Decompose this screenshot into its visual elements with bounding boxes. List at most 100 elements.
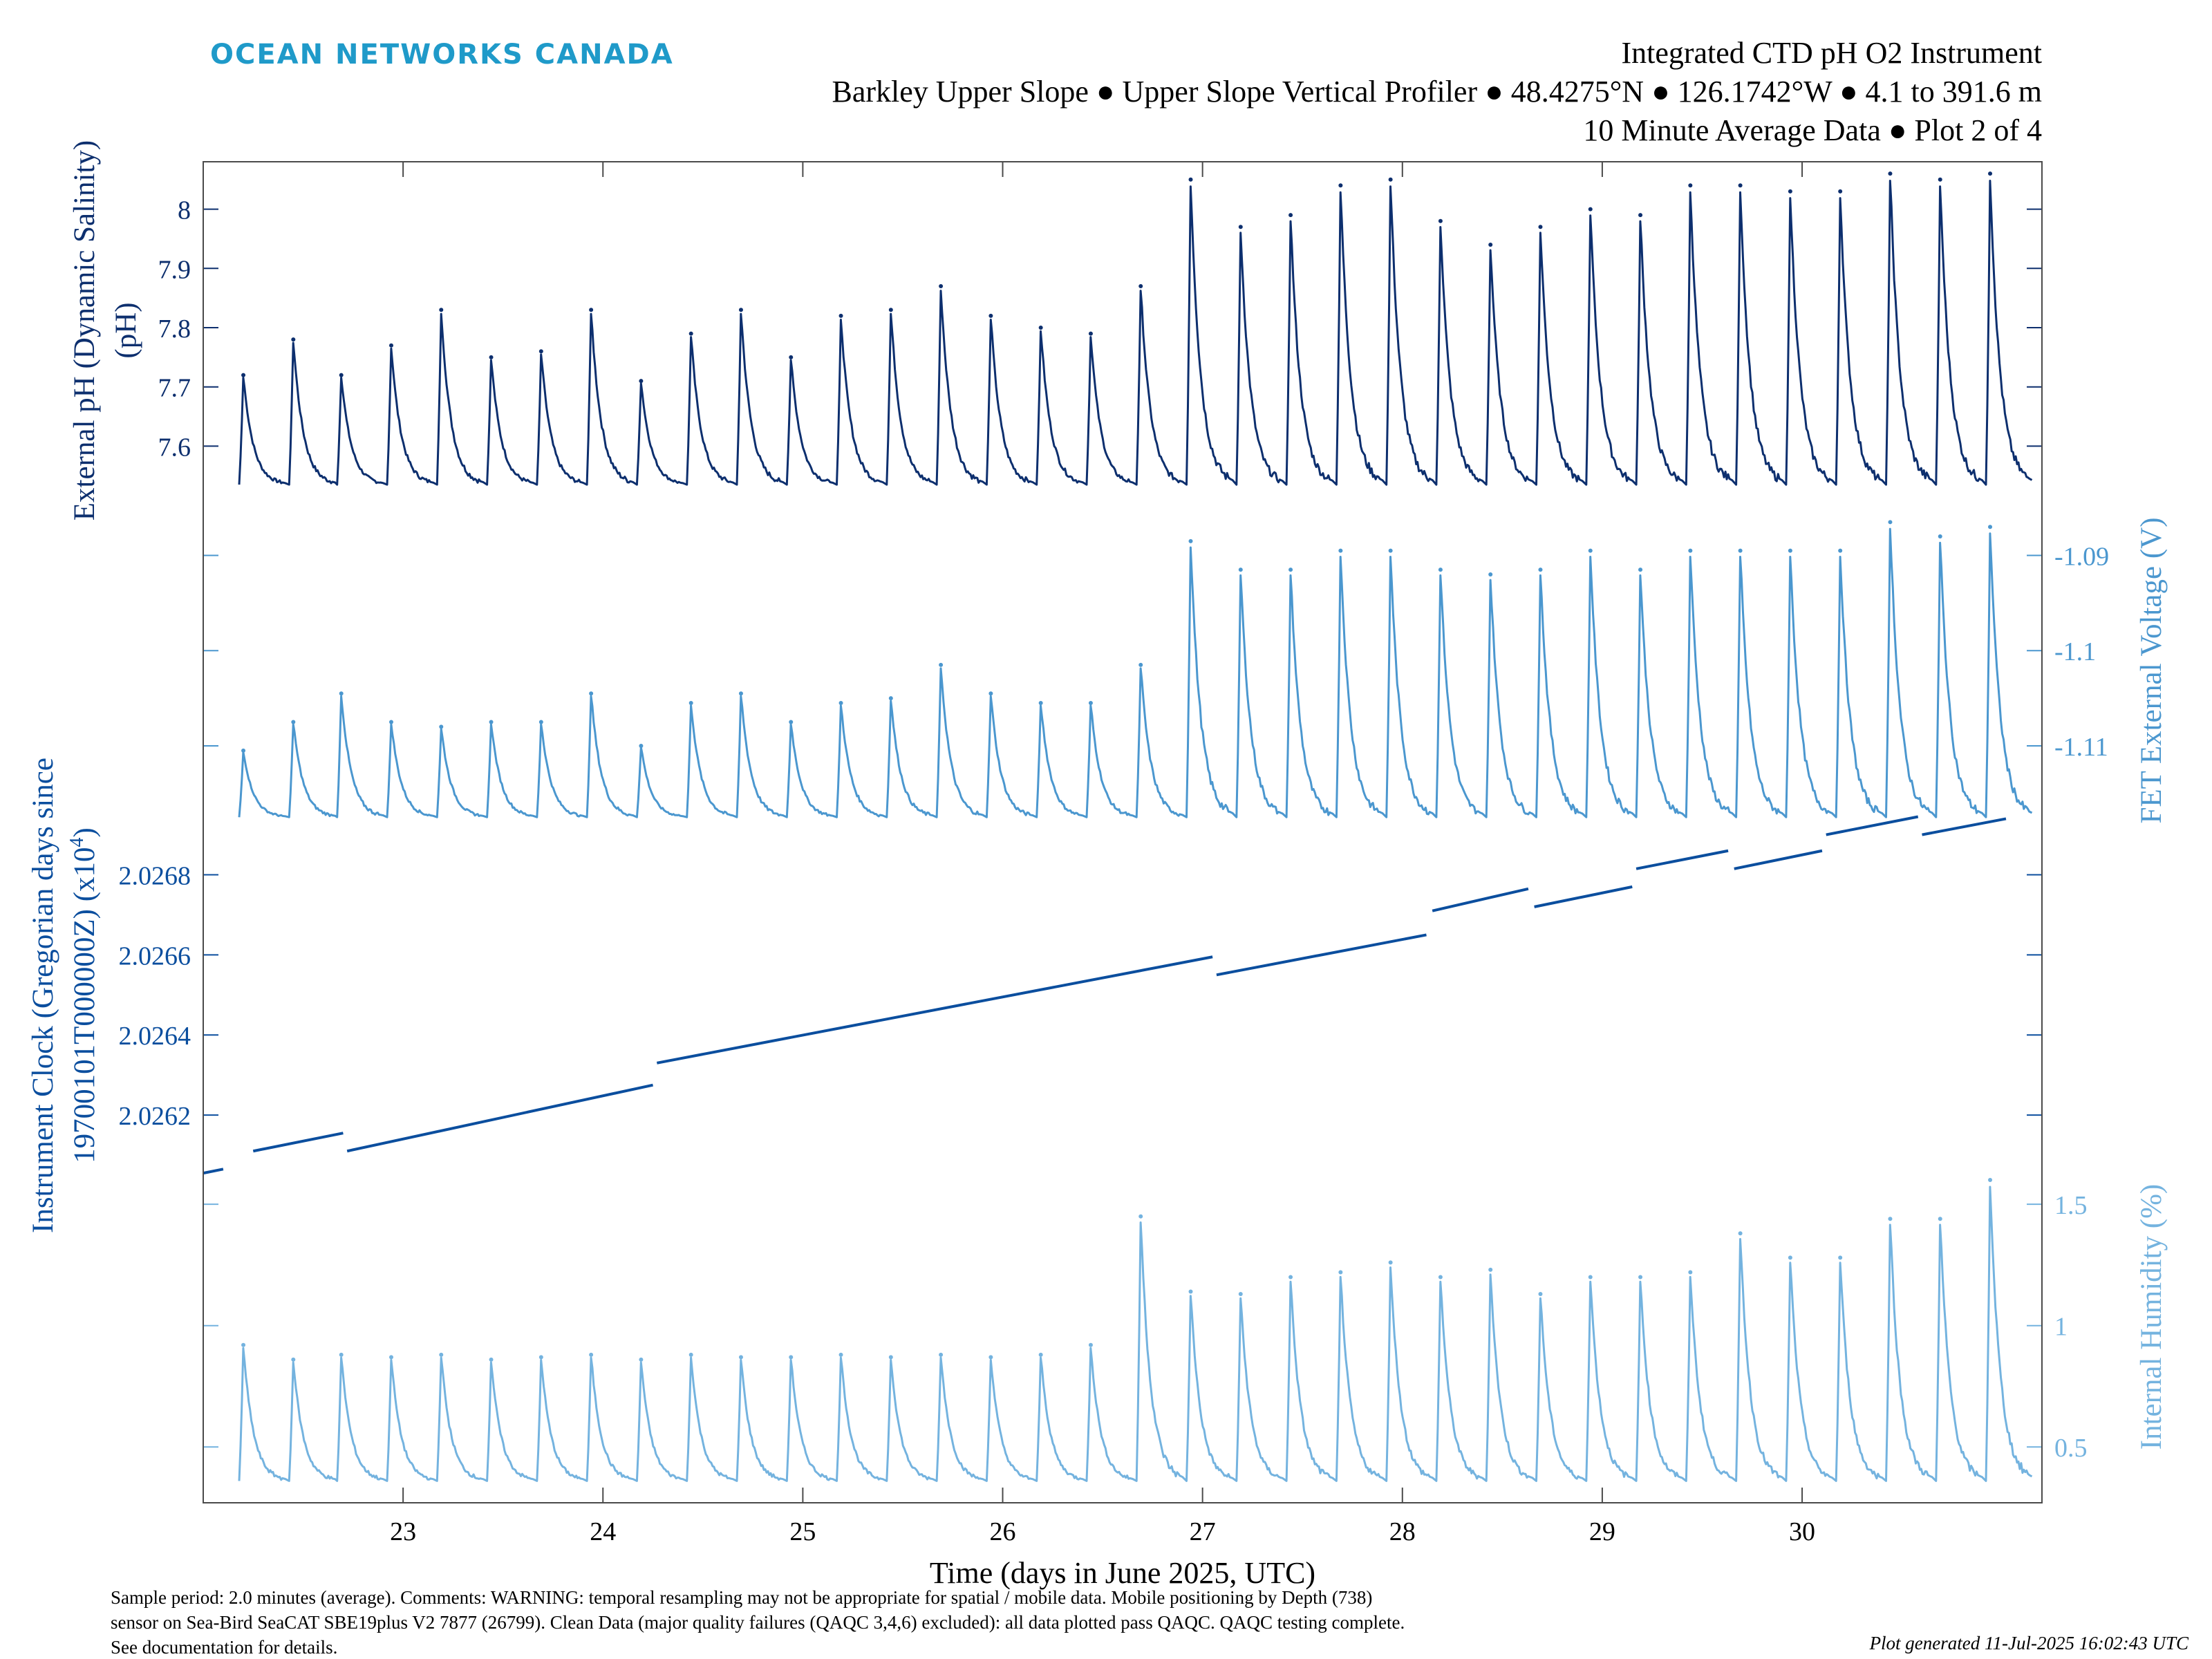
clock-y-tick-label: 2.0262: [119, 1102, 191, 1131]
fet-y-tick-label: -1.11: [2054, 733, 2108, 762]
fet-axis-label: FET External Voltage (V): [2135, 517, 2168, 823]
humidity-profile-peak: [888, 1355, 893, 1360]
fet-profile-peak: [1788, 548, 1792, 553]
fet-profile-peak: [789, 720, 794, 724]
chart-subtitle-location: Barkley Upper Slope ● Upper Slope Vertic…: [832, 75, 2042, 109]
x-tick-label: 30: [1789, 1517, 1815, 1546]
ph-profile-peak: [1938, 177, 1942, 182]
ph-profile-peak: [1438, 218, 1443, 223]
humidity-profile-peak: [241, 1342, 246, 1347]
clock-axis-label-tail: ): [68, 827, 101, 837]
fet-profile-peak: [1288, 568, 1293, 572]
x-tick-label: 24: [590, 1517, 616, 1546]
footer-note-line2: sensor on Sea-Bird SeaCAT SBE19plus V2 7…: [111, 1612, 1405, 1633]
ph-profile-peak: [1688, 183, 1693, 188]
ph-profile-peak: [1738, 183, 1743, 188]
humidity-profile-peak: [489, 1357, 494, 1362]
chart-title: Integrated CTD pH O2 Instrument: [1621, 36, 2042, 70]
fet-y-tick-label: -1.09: [2054, 543, 2109, 572]
ph-profile-peak: [241, 373, 246, 377]
humidity-profile-peak: [439, 1352, 444, 1357]
humidity-profile-peak: [1788, 1255, 1792, 1260]
humidity-profile-peak: [988, 1355, 993, 1360]
humidity-profile-peak: [1038, 1352, 1043, 1357]
ph-profile-peak: [1138, 284, 1143, 288]
fet-profile-peak: [888, 696, 893, 701]
humidity-profile-peak: [789, 1355, 794, 1360]
fet-profile-peak: [939, 662, 944, 667]
clock-series-segment: [1216, 933, 1427, 977]
ph-profile-peak: [1888, 171, 1893, 176]
ph-profile-peak: [888, 308, 893, 312]
fet-voltage-panel: -1.11 -1.1 -1.09: [203, 494, 2109, 827]
fet-profile-peak: [988, 691, 993, 696]
humidity-series-line: [238, 1185, 2033, 1482]
humidity-profile-peak: [1738, 1231, 1743, 1236]
humidity-profile-peak: [1438, 1275, 1443, 1280]
humidity-profile-peak: [538, 1355, 543, 1360]
humidity-profile-peak: [1688, 1270, 1693, 1275]
plot-generated-stamp: Plot generated 11-Jul-2025 16:02:43 UTC: [1869, 1633, 2189, 1653]
ph-profile-peak: [439, 308, 444, 312]
fet-profile-peak: [838, 700, 843, 705]
fet-profile-peak: [1838, 548, 1843, 553]
humidity-profile-peak: [388, 1355, 393, 1360]
clock-y-tick-label: 2.0268: [119, 862, 191, 891]
ph-y-tick-label: 7.8: [158, 315, 191, 344]
ph-axis-label: External pH (Dynamic Salinity): [68, 140, 101, 521]
ph-axis-unit: (pH): [110, 302, 142, 358]
fet-profile-peak: [291, 720, 296, 724]
footer-note-line1: Sample period: 2.0 minutes (average). Co…: [111, 1587, 1372, 1608]
ph-profile-peak: [939, 284, 944, 288]
fet-profile-peak: [1738, 548, 1743, 553]
ph-profile-peak: [1288, 213, 1293, 218]
ph-profile-peak: [291, 337, 296, 342]
chart-subtitle-data: 10 Minute Average Data ● Plot 2 of 4: [1583, 113, 2042, 147]
humidity-profile-peak: [1538, 1292, 1543, 1297]
humidity-profile-peak: [1388, 1260, 1393, 1265]
fet-profile-peak: [589, 691, 594, 696]
humidity-profile-peak: [1088, 1342, 1093, 1347]
x-axis-label: Time (days in June 2025, UTC): [930, 1556, 1315, 1590]
ph-panel: 7.6 7.7 7.8 7.9 8: [158, 162, 2042, 494]
humidity-profile-peak: [939, 1352, 944, 1357]
plot-frame: [203, 161, 2043, 1503]
humidity-profile-peak: [589, 1352, 594, 1357]
ph-profile-peak: [1988, 171, 1993, 176]
fet-profile-peak: [1888, 520, 1893, 525]
fet-profile-peak: [489, 720, 494, 724]
humidity-profile-peak: [1888, 1217, 1893, 1221]
fet-profile-peak: [1488, 572, 1493, 577]
fet-profile-peak: [439, 724, 444, 729]
ph-profile-peak: [1788, 189, 1792, 194]
humidity-profile-peak: [738, 1355, 743, 1360]
humidity-profile-peak: [1338, 1270, 1343, 1275]
humidity-y-tick-label: 1.5: [2054, 1191, 2088, 1220]
fet-profile-peak: [639, 743, 644, 748]
fet-profile-peak: [1388, 548, 1393, 553]
fet-profile-peak: [688, 700, 693, 705]
fet-profile-peak: [1538, 568, 1543, 572]
fet-profile-peak: [241, 748, 246, 753]
ph-profile-peak: [339, 373, 344, 377]
humidity-profile-peak: [1188, 1289, 1193, 1294]
humidity-profile-peak: [1138, 1214, 1143, 1219]
humidity-profile-peak: [1938, 1217, 1942, 1221]
fet-profile-peak: [1338, 548, 1343, 553]
humidity-axis-label: Internal Humidity (%): [2135, 1184, 2168, 1450]
humidity-profile-peak: [688, 1352, 693, 1357]
ph-profile-peak: [1838, 189, 1843, 194]
x-tick-label: 29: [1589, 1517, 1615, 1546]
ph-profile-peak: [838, 313, 843, 318]
fet-profile-peak: [388, 720, 393, 724]
x-tick-label: 27: [1190, 1517, 1216, 1546]
clock-axis-label-line1: Instrument Clock (Gregorian days since: [27, 758, 59, 1233]
fet-profile-peak: [339, 691, 344, 696]
clock-axis-label-exponent: 4: [66, 837, 88, 847]
clock-y-tick-label: 2.0266: [119, 941, 191, 971]
fet-profile-peak: [1588, 548, 1593, 553]
humidity-profile-peak: [1588, 1275, 1593, 1280]
ph-profile-peak: [1538, 225, 1543, 229]
humidity-profile-peak: [1488, 1267, 1493, 1272]
